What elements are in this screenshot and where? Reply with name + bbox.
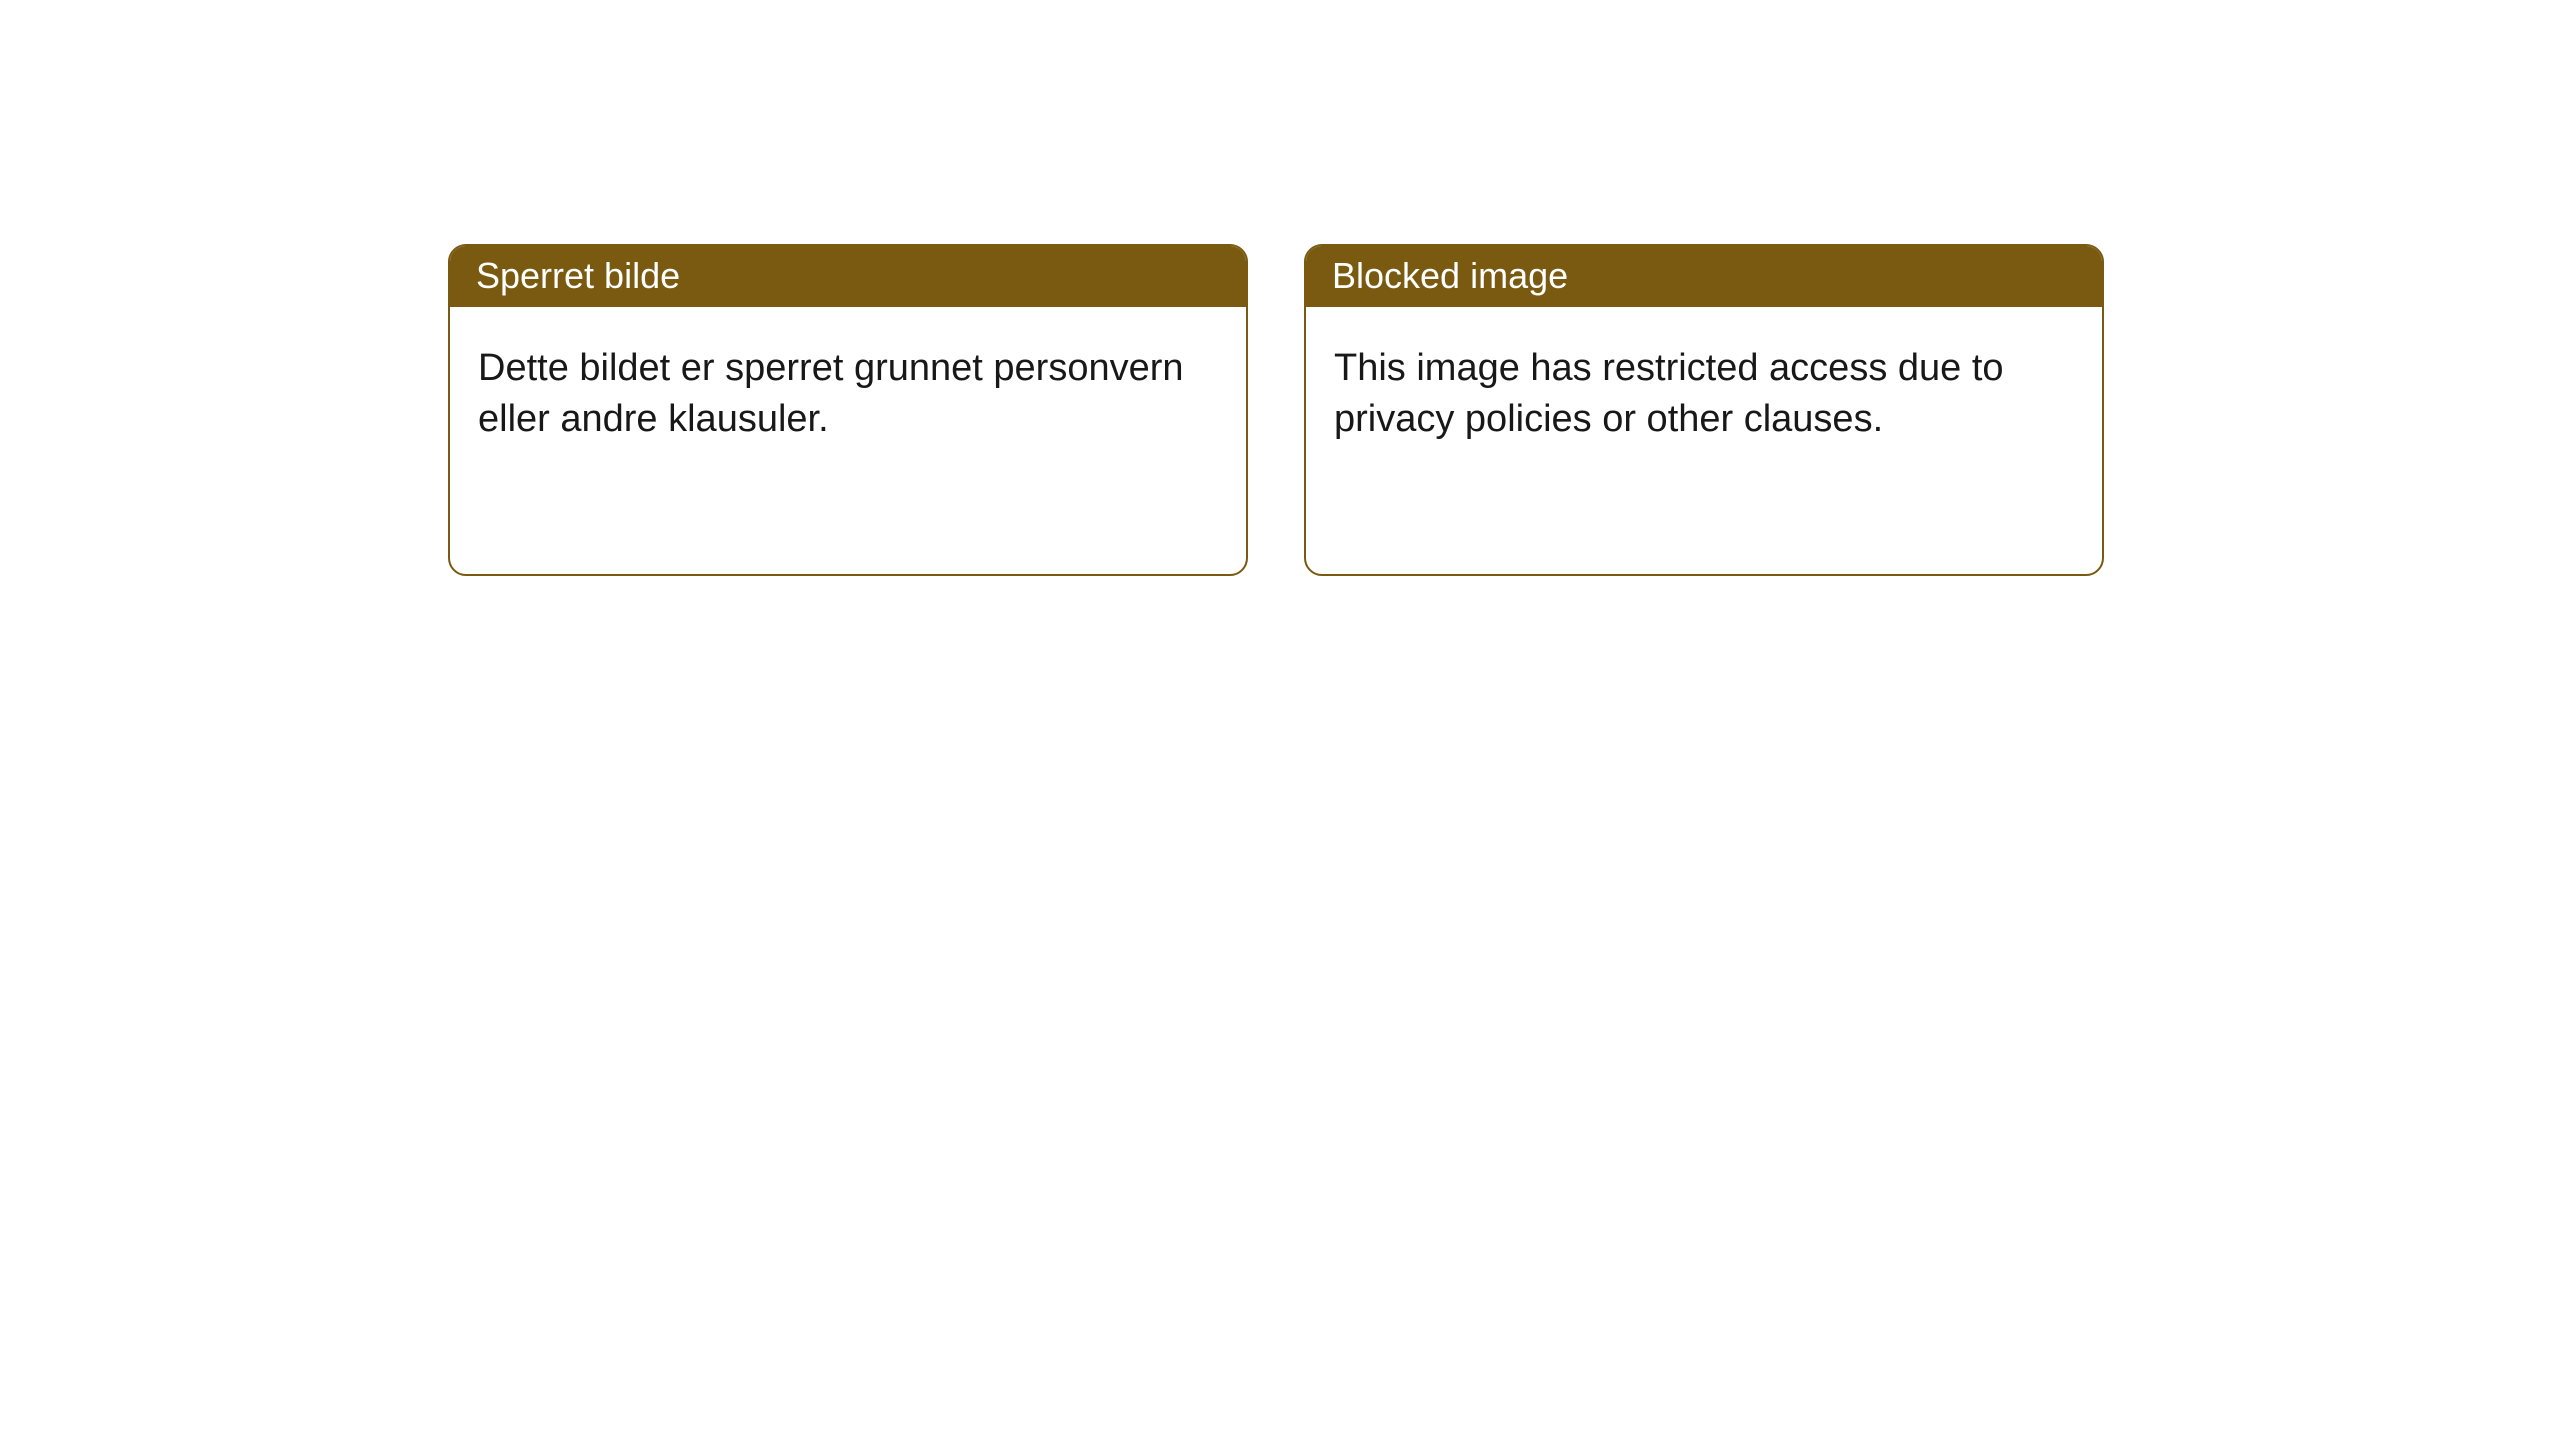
notice-card-title: Blocked image bbox=[1306, 246, 2102, 307]
notice-card-title: Sperret bilde bbox=[450, 246, 1246, 307]
notice-card-body: This image has restricted access due to … bbox=[1306, 307, 2102, 474]
notice-cards-row: Sperret bilde Dette bildet er sperret gr… bbox=[0, 0, 2560, 576]
notice-card-english: Blocked image This image has restricted … bbox=[1304, 244, 2104, 576]
notice-card-norwegian: Sperret bilde Dette bildet er sperret gr… bbox=[448, 244, 1248, 576]
notice-card-body: Dette bildet er sperret grunnet personve… bbox=[450, 307, 1246, 474]
